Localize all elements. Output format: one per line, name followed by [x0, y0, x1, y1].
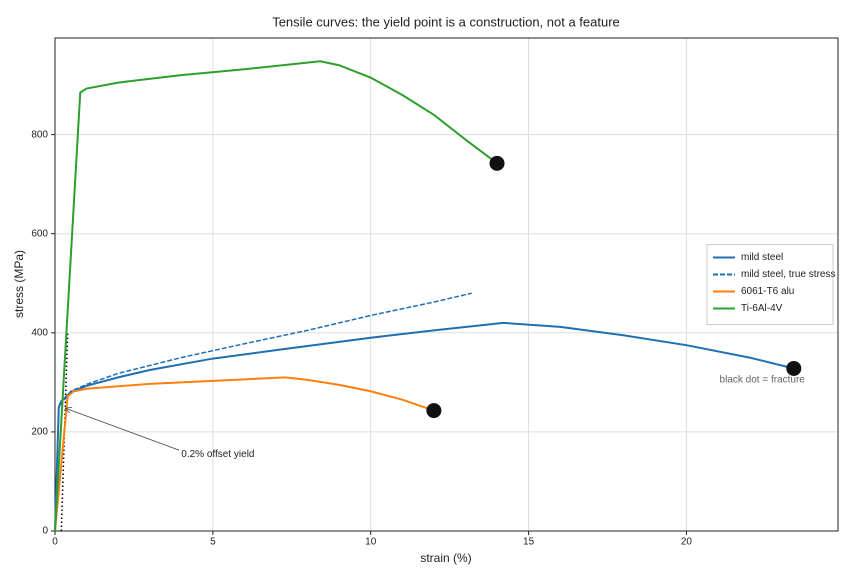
annotation: black dot = fracture: [720, 375, 806, 386]
x-tick-label: 15: [523, 537, 535, 548]
series-line: [54, 376, 435, 532]
x-tick-label: 20: [681, 537, 693, 548]
legend-label: mild steel, true stress: [741, 269, 835, 280]
x-tick-label: 0: [52, 537, 58, 548]
y-axis-label: stress (MPa): [12, 250, 26, 318]
y-tick-label: 200: [31, 427, 48, 438]
series-line: [54, 60, 498, 532]
legend-label: Ti-6Al-4V: [741, 303, 783, 314]
x-axis-label: strain (%): [420, 551, 471, 565]
offset-line: [60, 332, 69, 532]
annotation: 0.2% offset yield: [181, 449, 254, 460]
x-tick-label: 5: [210, 537, 216, 548]
annotation-arrow: [65, 408, 180, 451]
fracture-dot: [426, 403, 442, 419]
chart-title: Tensile curves: the yield point is a con…: [272, 14, 620, 29]
legend-label: 6061-T6 alu: [741, 286, 794, 297]
plot-frame: [54, 37, 839, 532]
fracture-dot: [786, 360, 802, 376]
fracture-dot: [489, 155, 505, 171]
y-tick-label: 0: [42, 526, 48, 537]
x-tick-label: 10: [365, 537, 377, 548]
legend-label: mild steel: [741, 252, 783, 263]
y-tick-label: 600: [31, 228, 48, 239]
y-tick-label: 800: [31, 129, 48, 140]
y-tick-label: 400: [31, 327, 48, 338]
